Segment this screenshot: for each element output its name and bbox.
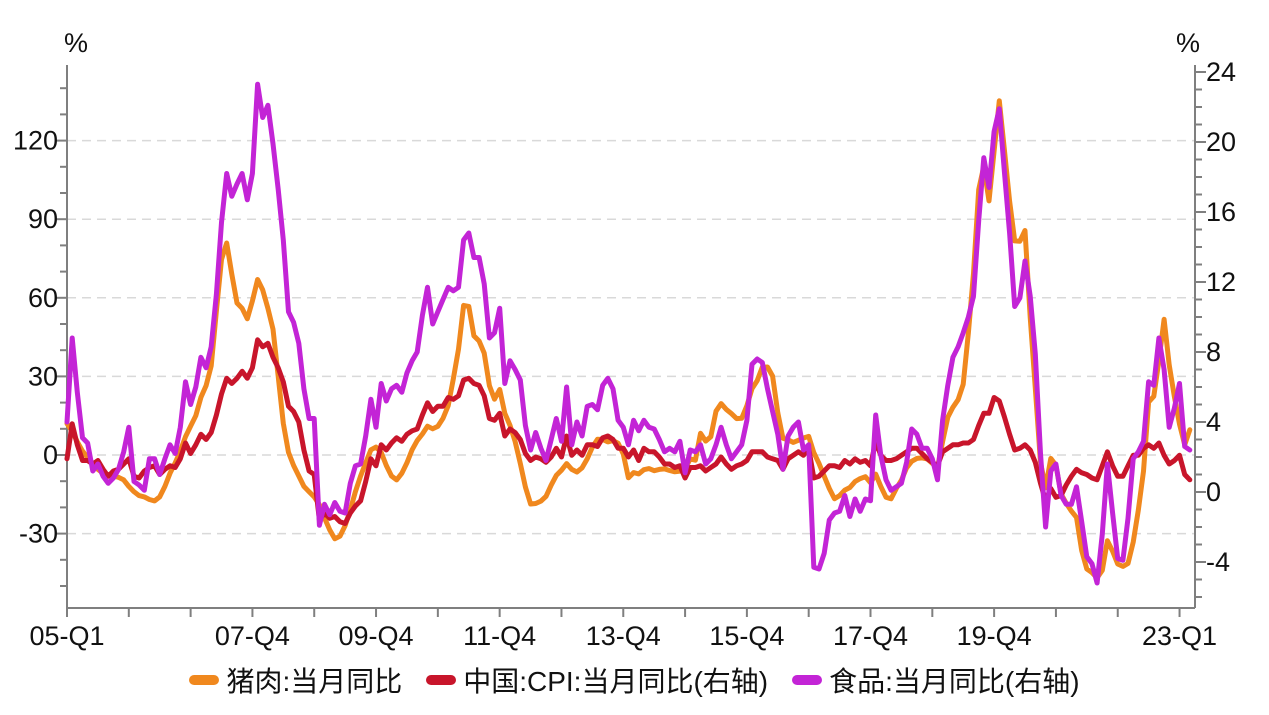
left-tick-label: -30	[19, 519, 58, 549]
x-axis-label: 13-Q4	[586, 621, 661, 651]
right-tick-label: 16	[1206, 197, 1236, 227]
legend-item-food: 食品:当月同比(右轴)	[792, 660, 1080, 700]
food-color-swatch	[792, 675, 823, 685]
right-tick-label: 24	[1206, 57, 1236, 87]
pork-line	[64, 98, 1193, 581]
x-axis-label: 23-Q1	[1142, 621, 1217, 651]
right-tick-label: 12	[1206, 267, 1236, 297]
pork-color-swatch	[189, 675, 220, 685]
left-axis-unit-label: %	[64, 28, 88, 58]
x-axis-label: 11-Q4	[463, 621, 536, 651]
left-tick-label: 0	[43, 440, 58, 470]
left-tick-label: 120	[13, 126, 58, 156]
right-axis-unit-label: %	[1176, 28, 1200, 58]
right-tick-label: 20	[1206, 127, 1236, 157]
left-tick-label: 60	[28, 283, 58, 313]
x-axis-label: 19-Q4	[957, 621, 1032, 651]
food-line	[64, 81, 1193, 586]
right-tick-label: 4	[1206, 407, 1221, 437]
left-tick-label: 90	[28, 204, 58, 234]
legend-label-cpi: 中国:CPI:当月同比(右轴)	[463, 666, 769, 697]
x-axis-label: 15-Q4	[709, 621, 784, 651]
legend-item-cpi: 中国:CPI:当月同比(右轴)	[426, 660, 768, 700]
right-tick-label: -4	[1206, 547, 1230, 577]
legend-label-food: 食品:当月同比(右轴)	[829, 666, 1080, 697]
chart-legend: 猪肉:当月同比 中国:CPI:当月同比(右轴) 食品:当月同比(右轴)	[0, 660, 1269, 700]
x-axis-label: 07-Q4	[215, 621, 290, 651]
legend-item-pork: 猪肉:当月同比	[189, 660, 402, 700]
right-tick-label: 0	[1206, 477, 1221, 507]
legend-label-pork: 猪肉:当月同比	[226, 666, 403, 697]
cpi-color-swatch	[426, 675, 457, 685]
cpi-line	[64, 337, 1193, 526]
x-axis-label: 17-Q4	[833, 621, 908, 651]
x-axis-label: 05-Q1	[29, 621, 104, 651]
x-axis-label: 09-Q4	[339, 621, 414, 651]
left-tick-label: 30	[28, 361, 58, 391]
right-tick-label: 8	[1206, 337, 1221, 367]
